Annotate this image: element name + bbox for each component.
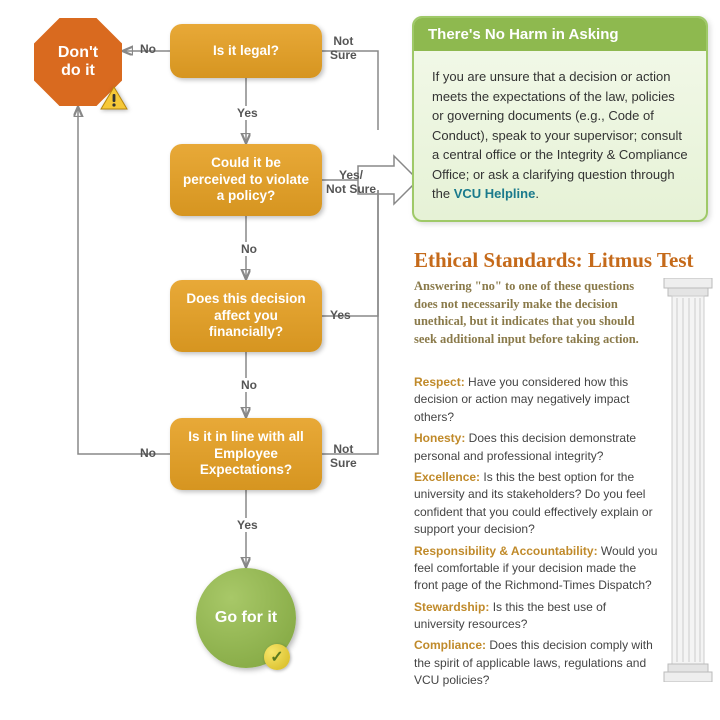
check-icon (264, 644, 290, 670)
decision-q3-text: Does this decision affect you financiall… (180, 291, 312, 342)
decision-q2: Could it be perceived to violate a polic… (170, 144, 322, 216)
edge-yes3: Yes (330, 308, 351, 322)
panel-body-pre: If you are unsure that a decision or act… (432, 69, 688, 201)
decision-q4: Is it in line with all Employee Expectat… (170, 418, 322, 490)
stop-label: Don't do it (58, 44, 98, 79)
ethics-item: Honesty: Does this decision demonstrate … (414, 430, 658, 465)
info-panel: There's No Harm in Asking If you are uns… (412, 16, 708, 222)
decision-q3: Does this decision affect you financiall… (170, 280, 322, 352)
edge-no2: No (238, 242, 260, 256)
warning-icon (100, 86, 128, 110)
decision-q1-text: Is it legal? (213, 43, 279, 60)
ethics-item: Excellence: Is this the best option for … (414, 469, 658, 539)
go-label: Go for it (215, 609, 277, 627)
panel-body: If you are unsure that a decision or act… (414, 51, 706, 220)
edge-yes1: Yes (234, 106, 261, 120)
decision-q1: Is it legal? (170, 24, 322, 78)
edge-no1: No (140, 42, 156, 56)
edge-no3: No (238, 378, 260, 392)
edge-no4: No (140, 446, 156, 460)
helpline-link[interactable]: VCU Helpline (454, 186, 536, 201)
edge-yes4: Yes (234, 518, 261, 532)
ethics-item-label: Excellence: (414, 470, 480, 484)
ethics-item-label: Honesty: (414, 431, 465, 445)
ethics-body: Respect: Have you considered how this de… (414, 374, 658, 694)
pillar-icon (662, 278, 714, 687)
ethics-item: Stewardship: Is this the best use of uni… (414, 599, 658, 634)
ethics-item: Responsibility & Accountability: Would y… (414, 543, 658, 595)
ethics-item-label: Compliance: (414, 638, 486, 652)
panel-title: There's No Harm in Asking (414, 18, 706, 51)
flowchart-container: Don't do it Is it legal? Could it be per… (0, 0, 720, 720)
edge-notsure1: Not Sure (330, 34, 357, 62)
ethics-item-label: Stewardship: (414, 600, 489, 614)
decision-q4-text: Is it in line with all Employee Expectat… (180, 429, 312, 480)
ethics-item-label: Responsibility & Accountability: (414, 544, 598, 558)
ethics-title: Ethical Standards: Litmus Test (414, 248, 693, 273)
ethics-intro: Answering "no" to one of these questions… (414, 278, 650, 348)
ethics-item-label: Respect: (414, 375, 465, 389)
decision-q2-text: Could it be perceived to violate a polic… (180, 155, 312, 206)
edge-notsure4: Not Sure (330, 442, 357, 470)
edge-yesnotsure2: Yes/ Not Sure (326, 168, 376, 196)
panel-body-post: . (535, 186, 539, 201)
ethics-item: Compliance: Does this decision comply wi… (414, 637, 658, 689)
ethics-item: Respect: Have you considered how this de… (414, 374, 658, 426)
